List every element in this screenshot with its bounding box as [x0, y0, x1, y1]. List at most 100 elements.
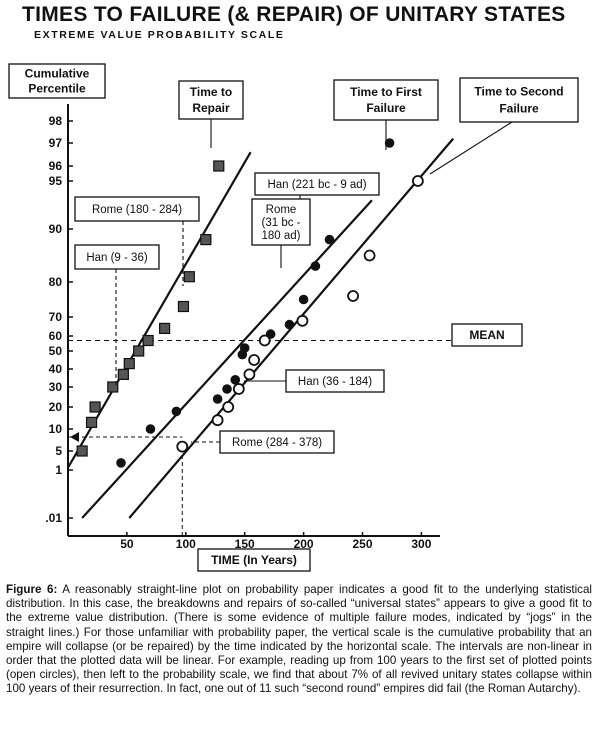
first-failure-point — [230, 375, 241, 385]
first-failure-point — [171, 406, 182, 417]
rome-31bc-180ad-box: Rome(31 bc -180 ad) — [251, 198, 311, 246]
rome-180-284-box-text: Rome (180 - 284) — [92, 204, 182, 216]
fit-line-first-failure — [81, 199, 373, 519]
second-failure-point — [176, 440, 189, 453]
rome-31bc-180ad-box-text: (31 bc - — [262, 217, 301, 229]
rome-180-284-box: Rome (180 - 284) — [74, 196, 200, 222]
han-9-36-box-frame — [74, 244, 160, 270]
ylabel-box-frame — [8, 63, 106, 99]
repair-box-frame — [178, 80, 244, 120]
second-failure-point — [258, 334, 271, 347]
xlabel-box-text: TIME (In Years) — [211, 553, 297, 567]
y-tick-label: 90 — [49, 222, 63, 236]
han-9-36-box-text: Han (9 - 36) — [86, 252, 148, 264]
y-tick-label: 95 — [49, 174, 63, 188]
caption-text: A reasonably straight-line plot on proba… — [6, 583, 592, 696]
repair-point — [107, 381, 119, 393]
fit-line-repair — [67, 151, 252, 469]
repair-point — [142, 334, 154, 347]
second-failure-point — [222, 401, 235, 413]
second-failure-point — [232, 383, 245, 395]
y-tick-label: 80 — [49, 275, 63, 289]
han-221bc-9ad-box-frame — [254, 172, 380, 196]
repair-point — [183, 271, 195, 283]
second-failure-box-text: Time to Second — [474, 85, 563, 99]
y-tick-label: 5 — [55, 444, 62, 458]
mean-box-text: MEAN — [469, 328, 504, 342]
repair-box: Time to Repair — [178, 80, 244, 120]
rome-31bc-180ad-box-text: Rome — [266, 204, 297, 216]
first-failure-point — [384, 138, 395, 148]
han-9-36-box: Han (9 - 36) — [74, 244, 160, 270]
second-failure-point — [211, 414, 224, 427]
first-failure-box: Time to First Failure — [333, 79, 439, 121]
ylabel-box-text: Percentile — [28, 82, 86, 96]
x-tick-label: 150 — [235, 537, 255, 551]
rome-284-378-box: Rome (284 - 378) — [219, 430, 335, 454]
y-tick-label: 40 — [49, 362, 63, 376]
han-221bc-9ad-box: Han (221 bc - 9 ad) — [254, 172, 380, 196]
repair-point — [158, 322, 171, 334]
second-failure-box-text: Failure — [499, 102, 539, 116]
arrow-7pct — [70, 432, 79, 442]
second-failure-point — [243, 368, 256, 381]
y-tick-label: 50 — [49, 344, 63, 358]
xlabel-box-frame — [197, 548, 311, 572]
second-failure-point — [248, 354, 261, 366]
second-failure-point — [363, 249, 376, 262]
figure-caption: Figure 6: A reasonably straight-line plo… — [6, 583, 592, 697]
y-tick-label: 30 — [49, 380, 63, 394]
y-tick-label: 98 — [49, 114, 63, 128]
han-221bc-9ad-box-text: Han (221 bc - 9 ad) — [267, 179, 366, 191]
first-failure-point — [284, 319, 295, 330]
first-failure-point — [239, 343, 250, 353]
second-failure-leader — [429, 121, 513, 175]
rome-284-378-box-text: Rome (284 - 378) — [232, 437, 322, 449]
second-failure-box-frame — [459, 77, 579, 123]
first-failure-box-frame — [333, 79, 439, 121]
repair-point — [89, 401, 101, 413]
chart: 50 100 150 200 250 30098979695908070605040302… — [8, 63, 579, 572]
caption-figure-label: Figure 6: — [6, 583, 58, 596]
x-tick-label: 300 — [411, 537, 431, 551]
ylabel-box-text: Cumulative — [25, 67, 90, 81]
mean-box-frame — [451, 323, 523, 347]
first-failure-point — [212, 394, 223, 404]
chart-subtitle: EXTREME VALUE PROBABILITY SCALE — [34, 29, 285, 41]
tick-labels: 50 100 150 200 250 30098979695908070605040302… — [45, 114, 431, 551]
y-tick-label: 20 — [49, 400, 63, 414]
first-failure-point — [145, 424, 156, 434]
first-failure-point — [116, 458, 126, 468]
repair-point — [76, 445, 88, 457]
repair-point — [200, 234, 212, 246]
repair-point — [85, 416, 98, 428]
han-36-184-box: Han (36 - 184) — [285, 369, 385, 393]
first-failure-box-text: Failure — [366, 101, 406, 115]
first-failure-point — [222, 384, 232, 394]
first-failure-point — [298, 294, 309, 305]
second-failure-point — [347, 290, 359, 302]
y-tick-label: 70 — [49, 310, 63, 324]
y-tick-label: 97 — [49, 136, 63, 150]
first-failure-box-text: Time to First — [350, 85, 422, 99]
second-failure-point — [296, 314, 309, 327]
x-tick-label: 50 — [120, 537, 134, 551]
repair-point — [133, 345, 145, 357]
y-tick-label: 60 — [49, 329, 63, 343]
repair-point — [213, 160, 225, 172]
repair-point — [177, 300, 190, 313]
first-failure-point — [310, 261, 321, 271]
axes — [67, 104, 440, 537]
rome-31bc-180ad-box-text: 180 ad) — [261, 230, 300, 242]
y-tick-label: .01 — [45, 511, 62, 525]
chart-title: TIMES TO FAILURE (& REPAIR) OF UNITARY S… — [22, 3, 566, 26]
repair-point — [123, 358, 135, 370]
repair-box-text: Repair — [192, 101, 230, 115]
rome-180-284-box-frame — [74, 196, 200, 222]
y-tick-label: 96 — [49, 159, 63, 173]
han-36-184-box-text: Han (36 - 184) — [298, 376, 372, 388]
second-failure-point — [411, 175, 424, 187]
data-points — [76, 138, 424, 468]
